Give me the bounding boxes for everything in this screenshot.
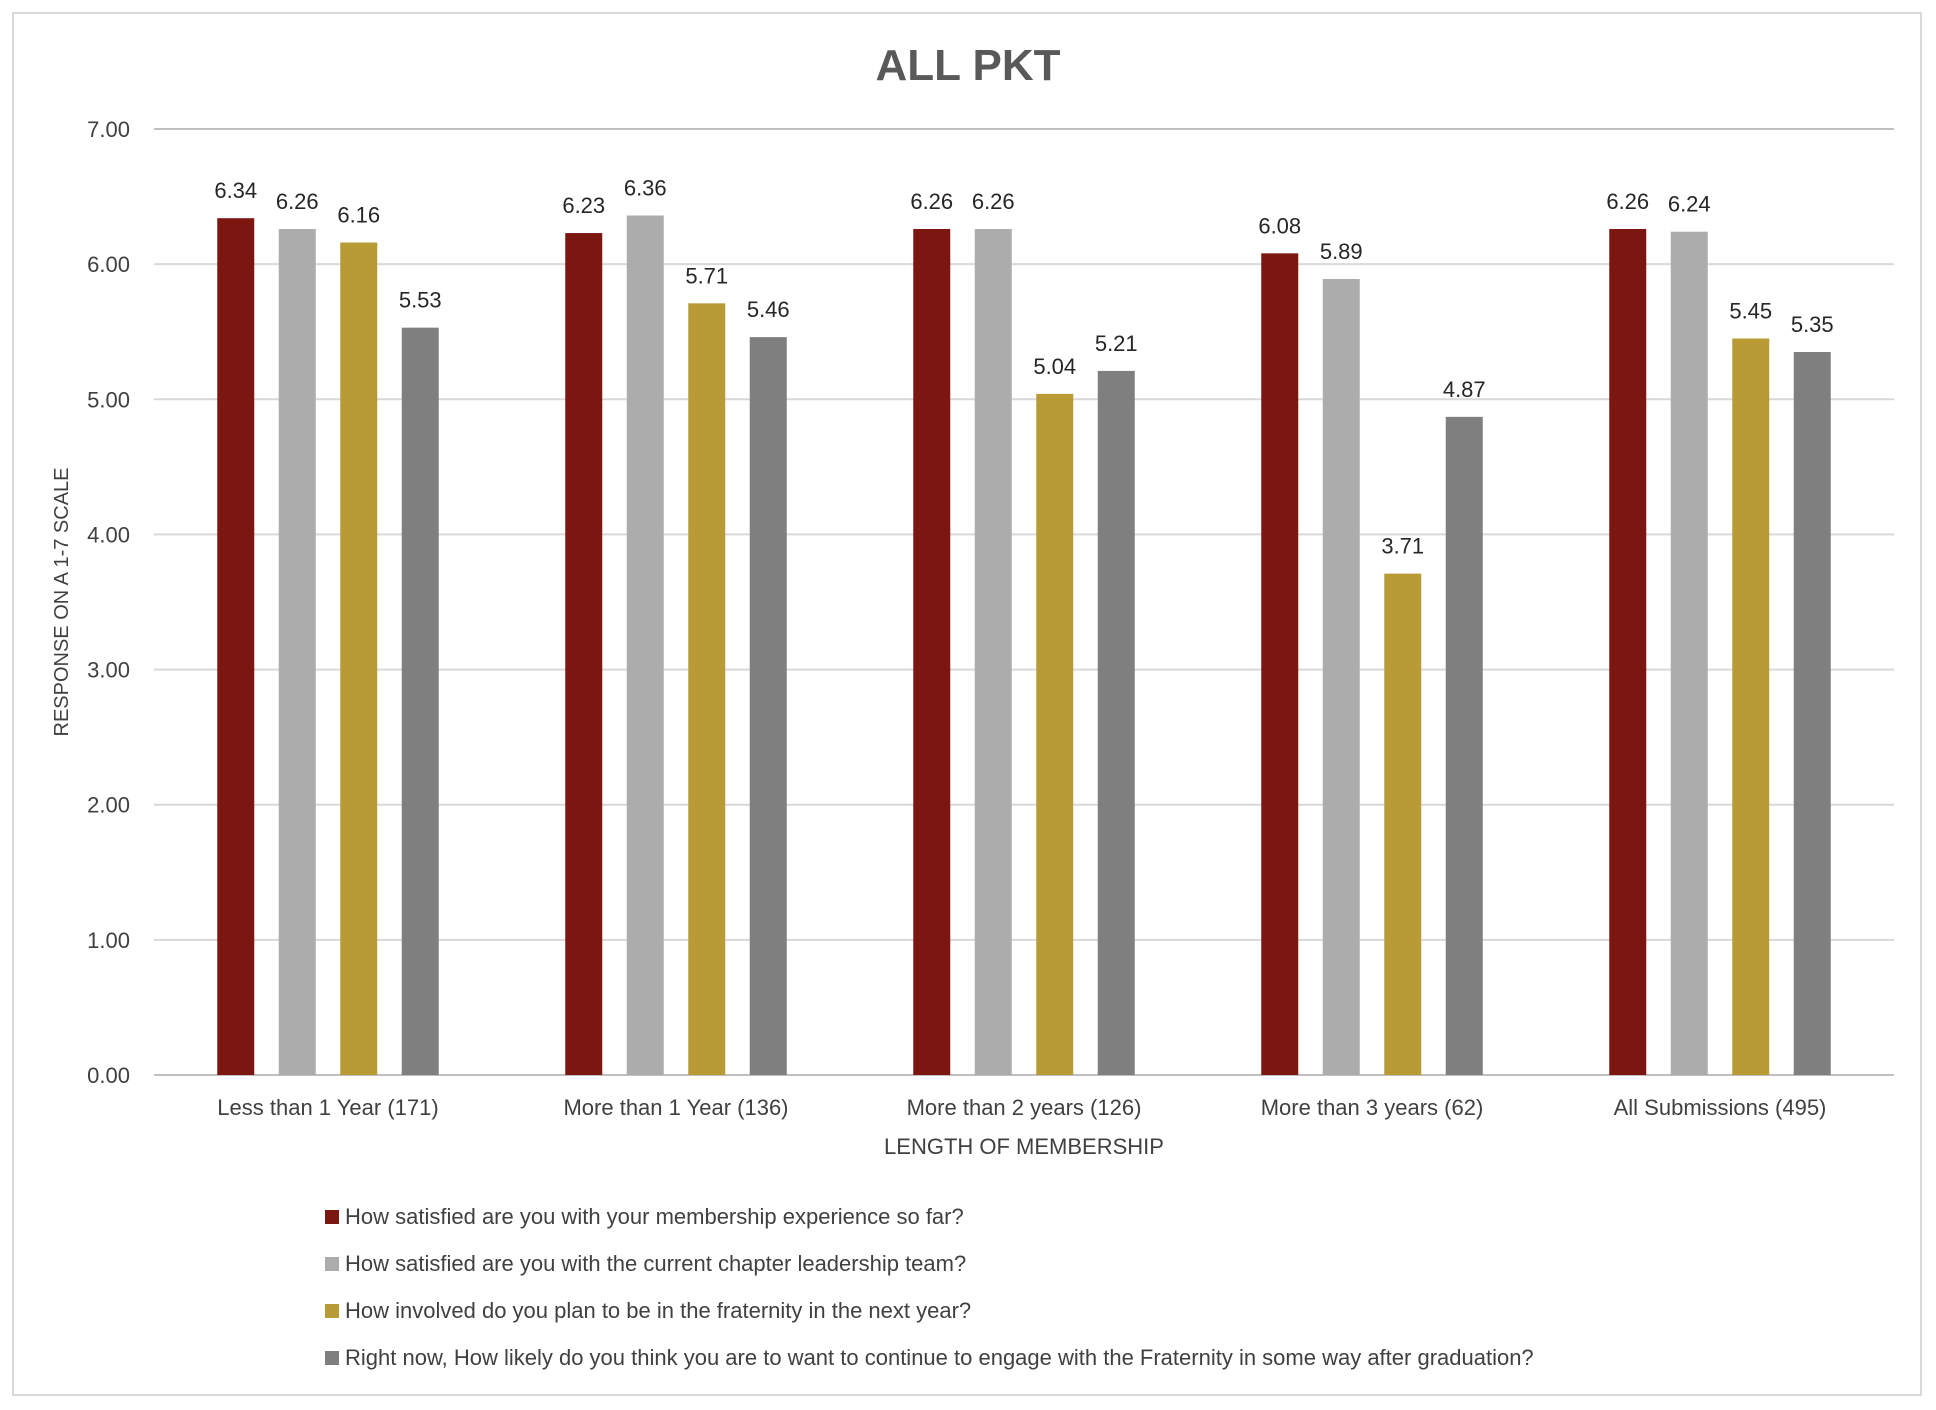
data-label: 6.08 [1258,213,1301,238]
bar [913,229,951,1075]
x-tick-label: More than 2 years (126) [907,1095,1142,1120]
y-tick-label: 5.00 [87,387,130,412]
data-label: 6.26 [910,189,953,214]
bar [1384,573,1422,1075]
y-tick-label: 6.00 [87,252,130,277]
legend-swatch [325,1304,339,1318]
data-label: 6.34 [214,178,257,203]
bar [565,233,603,1075]
data-label: 5.71 [685,263,728,288]
data-label: 5.04 [1033,354,1076,379]
data-label: 6.16 [337,203,380,228]
bar [1445,416,1483,1076]
bar [626,215,664,1075]
y-tick-label: 0.00 [87,1063,130,1088]
data-label: 6.23 [562,193,605,218]
data-label: 6.26 [276,189,319,214]
data-label: 5.53 [399,288,442,313]
x-tick-label: More than 1 Year (136) [563,1095,788,1120]
legend-swatch [325,1257,339,1271]
bar [217,218,255,1076]
bar [1036,393,1074,1075]
legend-label: How involved do you plan to be in the fr… [345,1298,971,1323]
bars [217,215,1831,1076]
data-label: 5.89 [1320,239,1363,264]
y-tick-label: 2.00 [87,793,130,818]
data-labels: 6.34 6.26 6.16 5.53 6.23 6.36 5.71 5.46 6.26 6.26… [214,175,1833,558]
bar [1609,229,1647,1075]
chart-title: ALL PKT [876,41,1061,90]
gridlines [154,128,1894,1076]
data-label: 6.26 [972,189,1015,214]
x-tick-label: More than 3 years (62) [1261,1095,1484,1120]
legend: How satisfied are you with your membersh… [325,1204,1534,1370]
data-label: 5.45 [1729,298,1772,323]
bar [974,229,1012,1075]
data-label: 4.87 [1443,377,1486,402]
legend-swatch [325,1210,339,1224]
bar [749,337,787,1075]
y-axis-ticks: 0.00 1.00 2.00 3.00 4.00 5.00 6.00 7.00 [87,117,130,1088]
data-label: 6.24 [1668,192,1711,217]
x-tick-label: All Submissions (495) [1614,1095,1827,1120]
y-axis-title: RESPONSE ON A 1-7 SCALE [51,468,73,737]
data-label: 5.35 [1791,312,1834,337]
legend-label: How satisfied are you with your membersh… [345,1204,964,1229]
bar [1670,231,1708,1076]
bar [1732,338,1770,1075]
bar [401,327,439,1075]
data-label: 6.26 [1606,189,1649,214]
y-tick-label: 1.00 [87,928,130,953]
bar [1322,279,1360,1076]
data-label: 6.36 [624,175,667,200]
y-tick-label: 4.00 [87,522,130,547]
bar [688,303,726,1075]
data-label: 5.21 [1095,331,1138,356]
data-label: 5.46 [747,297,790,322]
y-tick-label: 3.00 [87,658,130,683]
bar [1793,351,1831,1075]
legend-label: Right now, How likely do you think you a… [345,1345,1534,1370]
data-label: 3.71 [1381,534,1424,559]
bar [340,242,378,1075]
bar [1261,253,1299,1075]
x-tick-label: Less than 1 Year (171) [217,1095,438,1120]
legend-swatch [325,1351,339,1365]
y-tick-label: 7.00 [87,117,130,142]
legend-label: How satisfied are you with the current c… [345,1251,966,1276]
chart-frame [12,12,1922,1396]
bar [1097,370,1135,1075]
x-axis-ticks: Less than 1 Year (171) More than 1 Year (… [217,1095,1826,1120]
x-axis-title: LENGTH OF MEMBERSHIP [884,1134,1164,1159]
bar [278,229,316,1075]
